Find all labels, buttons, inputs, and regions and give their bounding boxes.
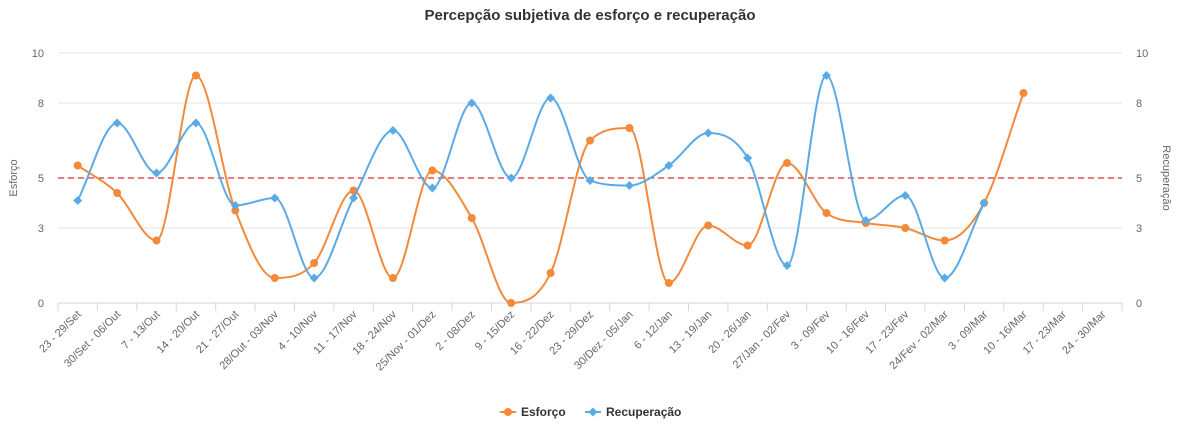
data-point-diamond	[546, 93, 556, 103]
data-point-circle	[310, 259, 319, 267]
series-layer	[73, 71, 1028, 307]
data-point-diamond	[467, 98, 477, 108]
y-tick-label-left: 10	[32, 48, 44, 60]
y-tick-label-left: 0	[38, 298, 44, 310]
data-point-circle	[113, 189, 122, 197]
y-tick-label-right: 0	[1136, 298, 1142, 310]
data-point-diamond	[349, 193, 359, 203]
y-axis-right: 0 3 5 8 10	[1136, 48, 1148, 310]
series-recuperacao	[73, 71, 989, 283]
series-line	[76, 74, 985, 280]
chart-title: Percepção subjetiva de esforço e recuper…	[425, 7, 756, 24]
legend-item-recuperacao[interactable]: Recuperação	[585, 405, 681, 419]
y-axis-right-title: Recuperação	[1160, 145, 1172, 210]
y-tick-label-right: 3	[1136, 223, 1142, 235]
x-tick-label: 2 - 08/Dez	[434, 309, 478, 353]
data-point-diamond	[861, 216, 871, 225]
data-point-circle	[388, 274, 397, 282]
data-point-circle	[546, 269, 555, 277]
data-point-diamond	[230, 201, 240, 210]
data-point-circle	[1019, 89, 1028, 97]
y-tick-label-right: 10	[1136, 48, 1148, 60]
data-point-diamond	[585, 176, 595, 185]
data-point-diamond	[73, 196, 83, 205]
data-point-diamond	[940, 273, 950, 283]
data-point-circle	[743, 241, 752, 250]
data-point-circle	[428, 166, 437, 175]
data-point-circle	[507, 299, 516, 307]
legend-diamond-icon	[588, 407, 598, 417]
data-point-diamond	[979, 198, 989, 208]
data-point-diamond	[664, 161, 674, 170]
y-tick-label-left: 8	[38, 98, 44, 110]
legend-label: Esforço	[521, 405, 566, 419]
data-point-diamond	[821, 71, 831, 80]
data-point-diamond	[152, 168, 162, 178]
data-point-diamond	[191, 118, 201, 128]
data-point-circle	[704, 221, 713, 230]
data-point-diamond	[270, 193, 280, 203]
data-point-diamond	[703, 128, 713, 138]
y-tick-label-left: 5	[38, 173, 44, 185]
legend-circle-icon	[504, 408, 512, 416]
data-point-circle	[625, 124, 634, 132]
data-point-diamond	[388, 126, 398, 135]
data-point-circle	[586, 136, 594, 145]
data-point-circle	[73, 161, 82, 170]
data-point-diamond	[782, 261, 792, 270]
data-point-circle	[664, 279, 673, 287]
data-point-circle	[152, 236, 161, 245]
data-point-diamond	[309, 273, 319, 283]
data-point-circle	[231, 206, 240, 215]
y-tick-label-right: 5	[1136, 173, 1142, 185]
data-point-circle	[191, 71, 200, 80]
y-tick-label-right: 8	[1136, 98, 1142, 110]
data-point-diamond	[427, 183, 437, 193]
data-point-diamond	[624, 181, 634, 190]
data-point-diamond	[900, 191, 910, 200]
data-point-circle	[822, 209, 831, 217]
legend[interactable]: Esforço Recuperação	[500, 405, 681, 419]
y-tick-label-left: 3	[38, 223, 44, 235]
data-point-diamond	[112, 118, 122, 128]
legend-item-esforco[interactable]: Esforço	[500, 405, 566, 419]
data-point-circle	[270, 274, 279, 282]
series-line	[77, 74, 1025, 305]
data-point-diamond	[743, 153, 753, 163]
data-point-circle	[901, 224, 910, 232]
data-point-circle	[940, 236, 949, 245]
data-point-circle	[783, 159, 792, 167]
y-axis-left: 0 3 5 8 10	[32, 48, 44, 310]
legend-label: Recuperação	[606, 405, 681, 419]
y-axis-left-title: Esforço	[8, 159, 20, 196]
data-point-diamond	[506, 173, 516, 183]
series-esforco	[73, 71, 1028, 307]
data-point-circle	[467, 214, 476, 222]
